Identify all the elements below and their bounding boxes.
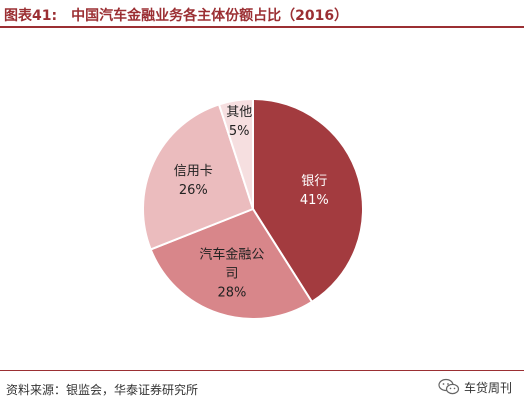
pie-slice-3: [217, 97, 254, 210]
figure-title: 中国汽车金融业务各主体份额占比（2016）: [71, 8, 349, 24]
slice-value-label: 26%: [179, 183, 208, 198]
watermark-text: 车贷周刊: [463, 380, 512, 395]
wechat-icon: [438, 378, 460, 395]
title-bar: 图表41: 中国汽车金融业务各主体份额占比（2016）: [0, 0, 524, 28]
source-note: 资料来源：银监会，华泰证券研究所: [6, 383, 199, 397]
watermark: 车贷周刊: [438, 378, 512, 396]
slice-name-label: 汽车金融公: [199, 246, 264, 262]
slice-value-label: 28%: [217, 285, 246, 300]
pie-slice-1: [149, 207, 314, 320]
slice-value-label: 41%: [300, 193, 329, 208]
slice-name-label: 银行: [301, 174, 327, 189]
slice-name-label: 信用卡: [174, 164, 213, 179]
pie-slice-2: [142, 103, 255, 251]
figure-label: 图表41:: [4, 8, 58, 24]
footer-divider: [0, 370, 524, 371]
chart-title: 图表41: 中国汽车金融业务各主体份额占比（2016）: [4, 5, 348, 25]
slice-name-label: 司: [225, 266, 238, 281]
slice-value-label: 5%: [229, 124, 250, 139]
slice-name-label: 其他: [226, 105, 252, 120]
